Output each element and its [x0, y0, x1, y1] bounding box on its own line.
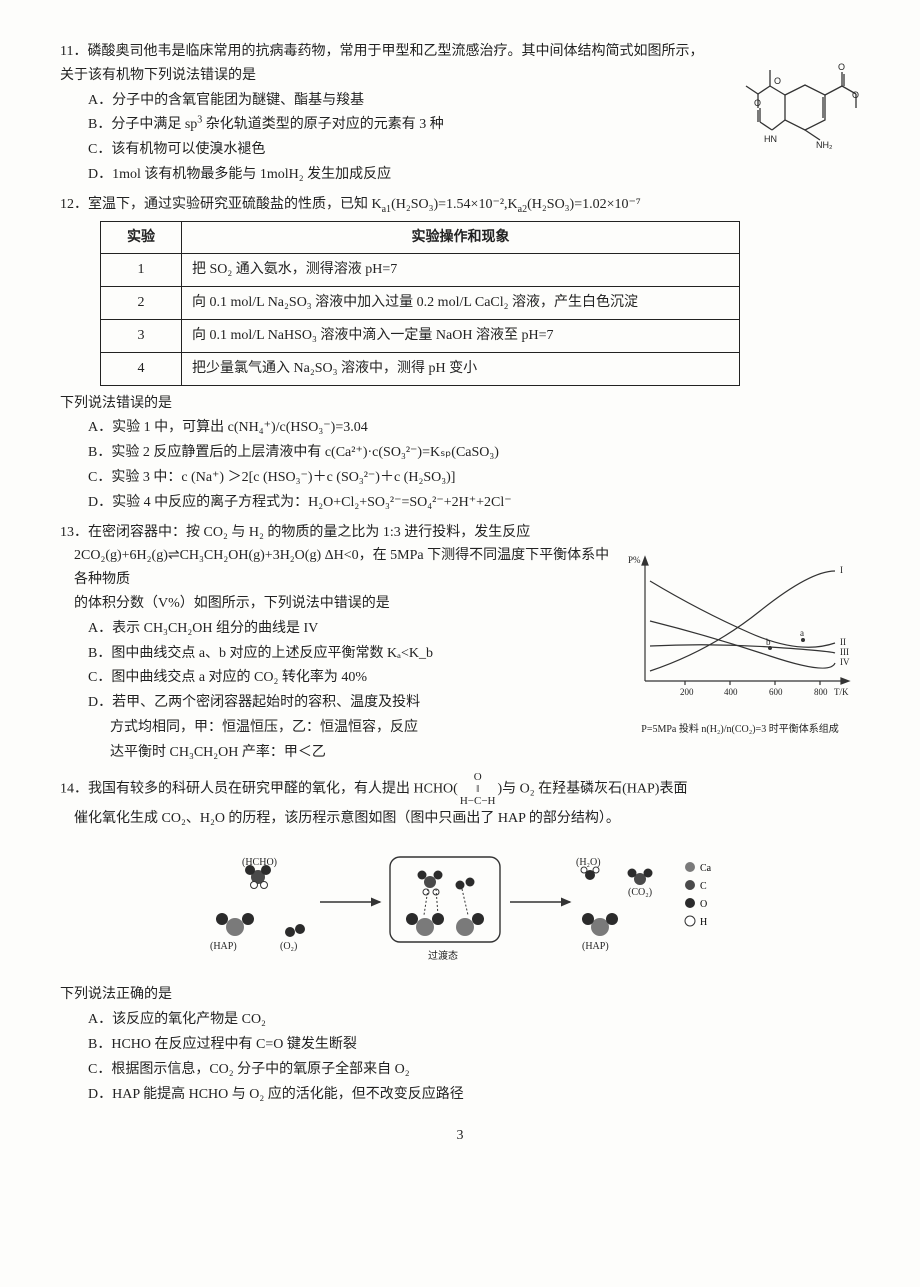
- q13-opt-c: C．图中曲线交点 a 对应的 CO₂ 转化率为 40%: [88, 666, 628, 690]
- svg-text:P%: P%: [628, 555, 641, 565]
- svg-text:(O₂): (O₂): [280, 941, 297, 952]
- svg-text:O: O: [852, 90, 859, 100]
- svg-text:HN: HN: [764, 134, 777, 144]
- q12-opt-a: A．实验 1 中，可算出 c(NH₄⁺)/c(HSO₃⁻)=3.04: [88, 416, 860, 440]
- hcho-inline-formula: O‖H−C−H: [460, 771, 496, 807]
- svg-text:200: 200: [680, 687, 694, 697]
- mechanism-figure: Ca C O H (HCHO) (HAP) (O₂) 过渡态 (H₂O) (CO…: [60, 837, 860, 976]
- svg-text:600: 600: [769, 687, 783, 697]
- svg-text:II: II: [840, 637, 846, 647]
- table-row: 1把 SO₂ 通入氨水，测得溶液 pH=7: [101, 254, 740, 287]
- q14-stem1: 14．我国有较多的科研人员在研究甲醛的氧化，有人提出 HCHO(O‖H−C−H)…: [60, 771, 860, 807]
- svg-text:I: I: [840, 565, 843, 575]
- svg-text:400: 400: [724, 687, 738, 697]
- question-13: 13．在密闭容器中：按 CO₂ 与 H₂ 的物质的量之比为 1:3 进行投料，发…: [60, 521, 860, 765]
- chart-figure: P% 200 400 600 800 T/K I II III IV a b P…: [620, 551, 860, 721]
- molecule-figure: O O O HN O NH₂: [730, 50, 860, 160]
- q13-stem2: 的体积分数（V%）如图所示，下列说法中错误的是: [60, 592, 614, 616]
- svg-text:T/K: T/K: [834, 687, 849, 697]
- svg-text:800: 800: [814, 687, 828, 697]
- question-11: 11．磷酸奥司他韦是临床常用的抗病毒药物，常用于甲型和乙型流感治疗。其中间体结构…: [60, 40, 860, 187]
- question-12: 12．室温下，通过实验研究亚硫酸盐的性质，已知 Ka1(H₂SO₃)=1.54×…: [60, 193, 860, 515]
- svg-text:H: H: [700, 917, 707, 928]
- experiment-table: 实验实验操作和现象 1把 SO₂ 通入氨水，测得溶液 pH=7 2向 0.1 m…: [100, 221, 740, 386]
- svg-text:O: O: [838, 62, 845, 72]
- table-row: 2向 0.1 mol/L Na₂SO₃ 溶液中加入过量 0.2 mol/L Ca…: [101, 287, 740, 320]
- q13-eq: 2CO₂(g)+6H₂(g)⇌CH₃CH₂OH(g)+3H₂O(g) ΔH<0，…: [60, 544, 614, 592]
- q13-opt-b: B．图中曲线交点 a、b 对应的上述反应平衡常数 Kₐ<K_b: [88, 642, 628, 666]
- q14-opt-c: C．根据图示信息，CO₂ 分子中的氧原子全部来自 O₂: [88, 1058, 860, 1082]
- q14-stem2: 催化氧化生成 CO₂、H₂O 的历程，该历程示意图如图（图中只画出了 HAP 的…: [60, 807, 860, 831]
- q13-opt-d3: 达平衡时 CH₃CH₂OH 产率：甲＜乙: [88, 741, 628, 765]
- th-exp: 实验: [101, 221, 182, 254]
- svg-text:b: b: [766, 637, 771, 647]
- q12-stem: 12．室温下，通过实验研究亚硫酸盐的性质，已知 Ka1(H₂SO₃)=1.54×…: [60, 193, 860, 217]
- svg-text:Ca: Ca: [700, 863, 712, 874]
- q14-num: 14．: [60, 781, 88, 796]
- q12-opt-c: C．实验 3 中：c (Na⁺) ＞2[c (HSO₃⁻)＋c (SO₃²⁻)＋…: [88, 466, 860, 490]
- q11-opt-d: D．1mol 该有机物最多能与 1molH₂ 发生加成反应: [88, 163, 860, 187]
- svg-text:NH₂: NH₂: [816, 140, 833, 150]
- q12-opt-b: B．实验 2 反应静置后的上层清液中有 c(Ca²⁺)·c(SO₃²⁻)=Kₛₚ…: [88, 441, 860, 465]
- table-row: 4把少量氯气通入 Na₂SO₃ 溶液中，测得 pH 变小: [101, 352, 740, 385]
- svg-text:a: a: [800, 628, 804, 638]
- svg-text:(CO₂): (CO₂): [628, 887, 652, 898]
- q13-stem1: 13．在密闭容器中：按 CO₂ 与 H₂ 的物质的量之比为 1:3 进行投料，发…: [60, 521, 600, 545]
- q13-num: 13．: [60, 525, 88, 540]
- svg-text:C: C: [700, 881, 707, 892]
- svg-text:IV: IV: [840, 657, 850, 667]
- q14-opt-d: D．HAP 能提高 HCHO 与 O₂ 应的活化能，但不改变反应路径: [88, 1083, 860, 1107]
- svg-text:(HAP): (HAP): [210, 941, 237, 952]
- svg-text:III: III: [840, 647, 849, 657]
- page-number: 3: [60, 1124, 860, 1148]
- svg-text:(HCHO): (HCHO): [242, 857, 277, 868]
- question-14: 14．我国有较多的科研人员在研究甲醛的氧化，有人提出 HCHO(O‖H−C−H)…: [60, 771, 860, 1107]
- table-row: 3向 0.1 mol/L NaHSO₃ 溶液中滴入一定量 NaOH 溶液至 pH…: [101, 319, 740, 352]
- q12-num: 12．: [60, 197, 88, 212]
- q13-opt-d1: D．若甲、乙两个密闭容器起始时的容积、温度及投料: [88, 691, 628, 715]
- q12-opt-d: D．实验 4 中反应的离子方程式为：H₂O+Cl₂+SO₃²⁻=SO₄²⁻+2H…: [88, 491, 860, 515]
- q14-opt-a: A．该反应的氧化产物是 CO₂: [88, 1008, 860, 1032]
- q12-ask: 下列说法错误的是: [60, 392, 860, 416]
- svg-text:O: O: [754, 98, 761, 108]
- svg-text:O: O: [774, 76, 781, 86]
- svg-text:O: O: [700, 899, 707, 910]
- chart-caption: P=5MPa 投料 n(H₂)/n(CO₂)=3 时平衡体系组成: [620, 721, 860, 738]
- q13-opt-d2: 方式均相同，甲：恒温恒压，乙：恒温恒容，反应: [88, 716, 628, 740]
- q14-opt-b: B．HCHO 在反应过程中有 C=O 键发生断裂: [88, 1033, 860, 1057]
- q11-num: 11．: [60, 44, 87, 59]
- th-desc: 实验操作和现象: [182, 221, 740, 254]
- svg-text:(H₂O): (H₂O): [576, 857, 601, 868]
- svg-text:过渡态: 过渡态: [428, 949, 458, 962]
- q13-opt-a: A．表示 CH₃CH₂OH 组分的曲线是 IV: [88, 617, 628, 641]
- svg-text:(HAP): (HAP): [582, 941, 609, 952]
- q14-ask: 下列说法正确的是: [60, 983, 860, 1007]
